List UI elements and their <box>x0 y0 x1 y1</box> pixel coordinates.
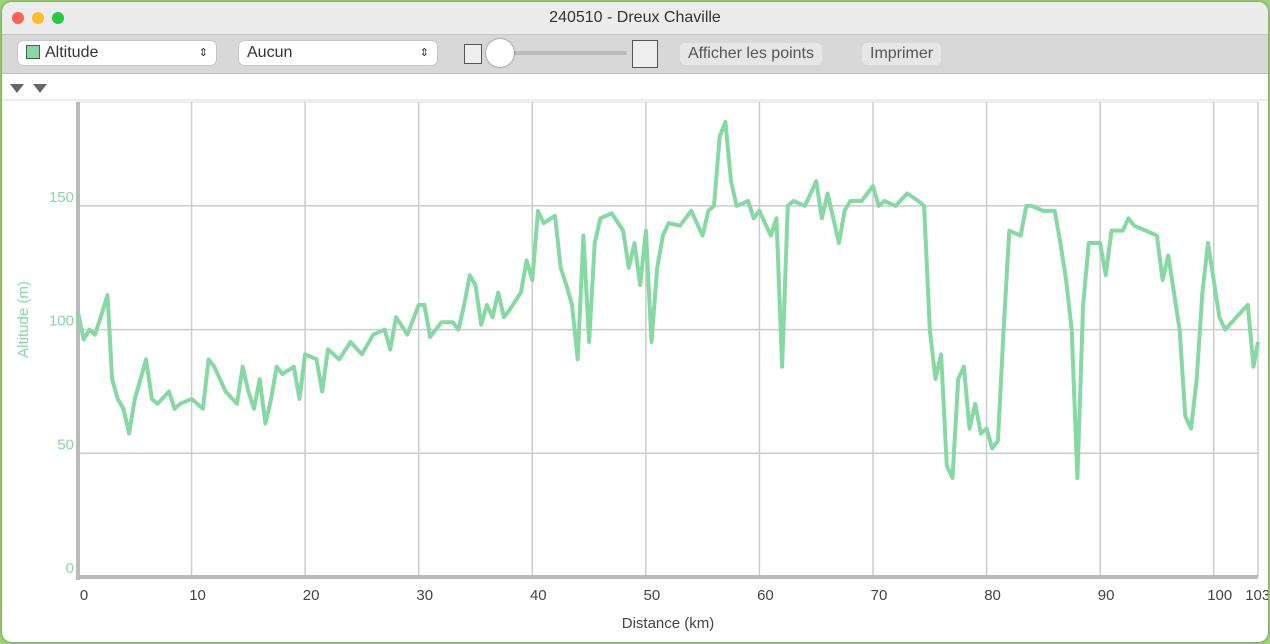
x-tick-label: 50 <box>644 587 661 604</box>
second-popup[interactable]: Aucun ⇕ <box>239 41 437 65</box>
show-points-button[interactable]: Afficher les points <box>680 43 822 65</box>
toolbar: Altitude ⇕ Aucun ⇕ Afficher les points I… <box>2 34 1268 74</box>
large-icon <box>632 40 658 68</box>
x-axis-label: Distance (km) <box>622 615 715 632</box>
x-tick-label: 80 <box>984 587 1001 604</box>
popup-label: Aucun <box>247 44 293 61</box>
x-tick-label: 20 <box>303 587 320 604</box>
minimize-button[interactable] <box>32 12 44 24</box>
slider-track[interactable] <box>492 51 627 55</box>
x-tick-label: 70 <box>871 587 888 604</box>
slider-knob[interactable] <box>486 39 514 67</box>
x-tick-label: 0 <box>80 587 88 604</box>
popup-arrows: ⇕ <box>198 47 208 59</box>
x-tick-label: 10 <box>189 587 206 604</box>
print-button[interactable]: Imprimer <box>862 43 942 65</box>
small-icon <box>464 44 482 64</box>
marker-icons <box>10 84 47 93</box>
popup-arrows: ⇕ <box>419 47 429 59</box>
close-button[interactable] <box>12 12 24 24</box>
x-tick-label: 100 <box>1207 587 1232 604</box>
color-swatch <box>26 45 40 59</box>
y-axis-label: Altitude (m) <box>15 281 32 358</box>
y-tick-label: 100 <box>49 313 74 330</box>
x-tick-label: 103.9 <box>1245 587 1268 604</box>
zoom-button[interactable] <box>52 12 64 24</box>
x-tick-label: 60 <box>757 587 774 604</box>
popup-label: Altitude <box>45 44 99 61</box>
altitude-line <box>76 119 1260 480</box>
x-tick-label: 30 <box>416 587 433 604</box>
y-tick-label: 150 <box>49 189 74 206</box>
title-bar: 240510 - Dreux Chaville <box>2 2 1268 34</box>
y-tick-label: 0 <box>66 560 74 577</box>
y-tick-label: 50 <box>57 436 74 453</box>
x-tick-label: 40 <box>530 587 547 604</box>
window-title: 240510 - Dreux Chaville <box>549 9 721 26</box>
profile-popup[interactable]: Altitude ⇕ <box>18 41 216 65</box>
chart: 0 50 100 150 0 10 20 30 40 50 60 70 80 90 100 103.9 Dist… <box>2 84 1268 632</box>
x-tick-label: 90 <box>1098 587 1115 604</box>
